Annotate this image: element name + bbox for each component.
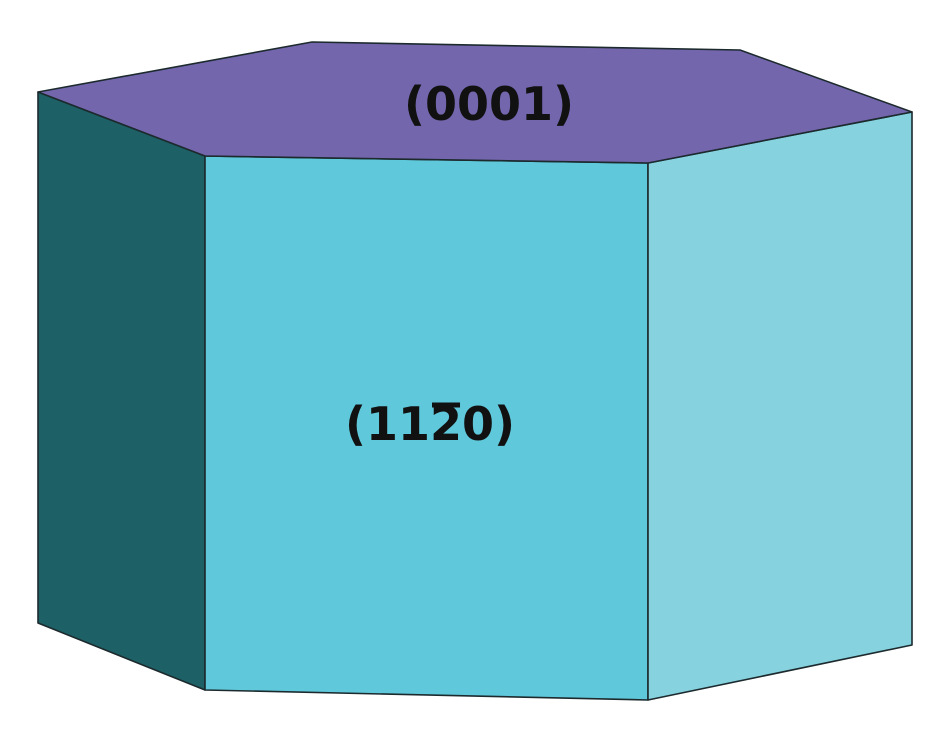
top-face: [37, 41, 913, 164]
right-face: [647, 111, 913, 701]
top-face-label: (0001): [404, 77, 574, 131]
front-face-label-start: (11: [345, 397, 430, 451]
front-face-label: (1120): [345, 397, 515, 451]
front-face-label-end: 0): [462, 397, 515, 451]
left-face: [37, 91, 206, 691]
